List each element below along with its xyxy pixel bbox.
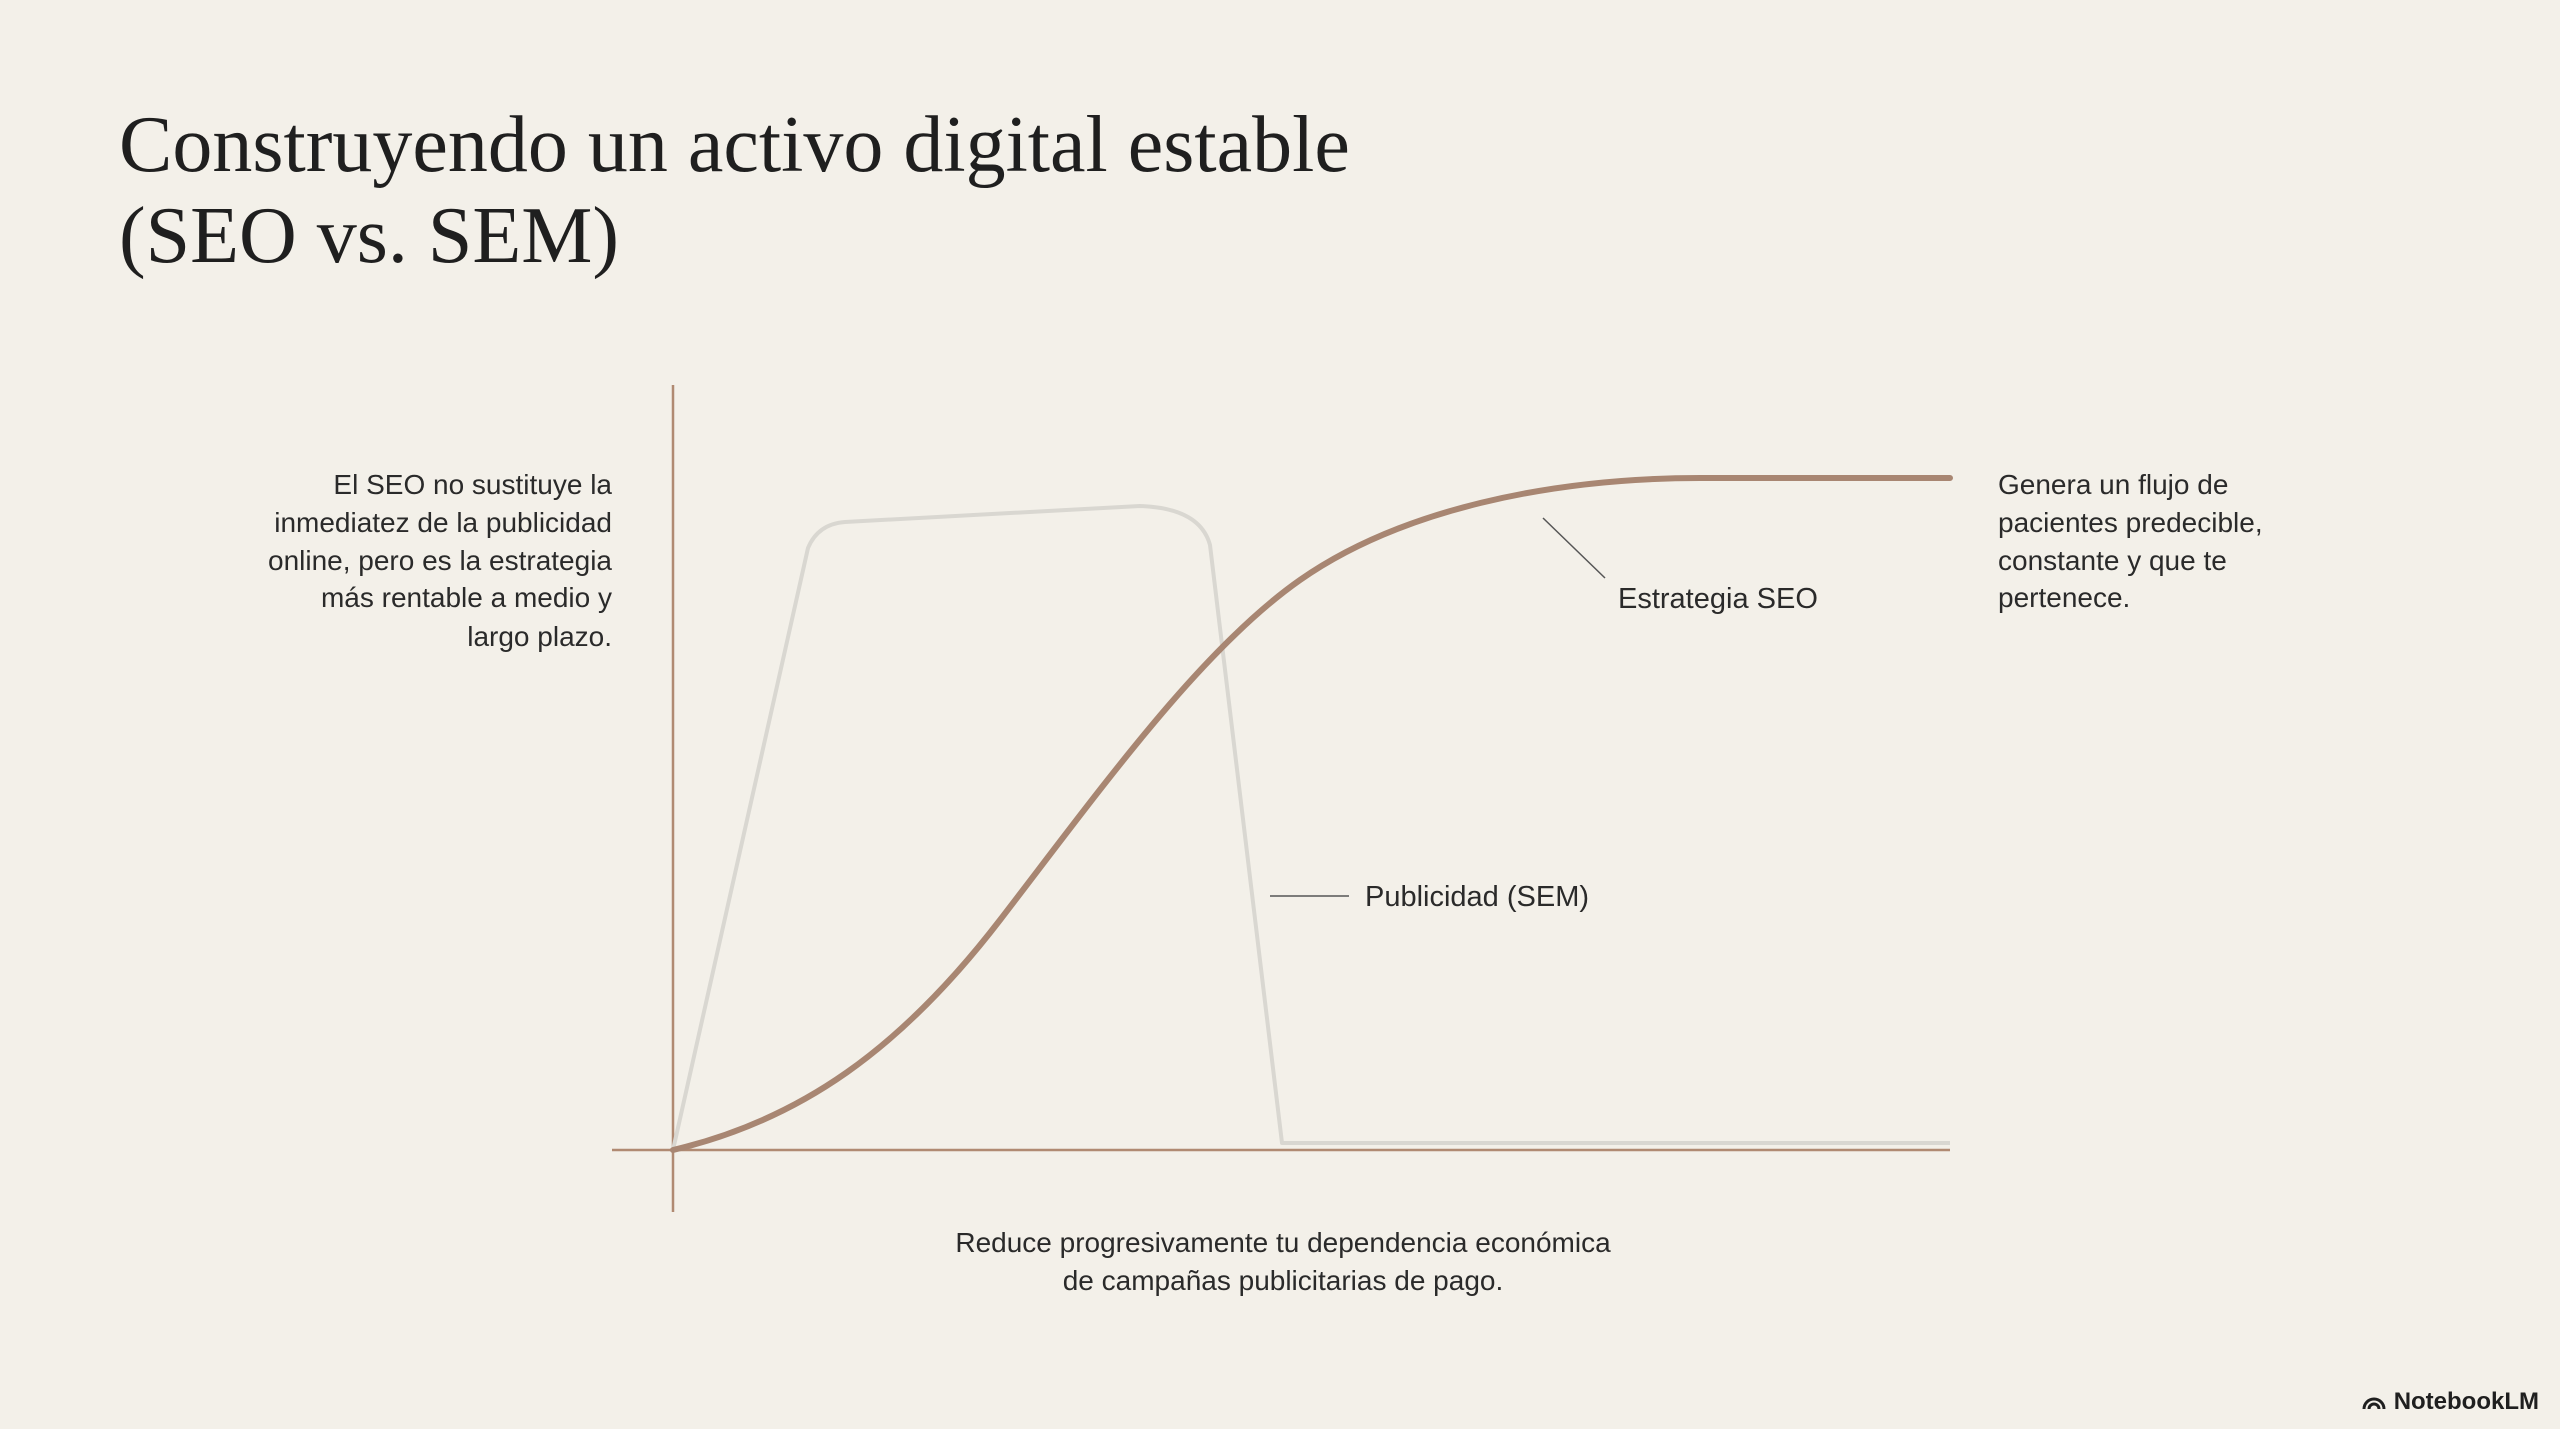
title-line: (SEO vs. SEM) — [119, 192, 619, 280]
brand-name: NotebookLM — [2394, 1388, 2539, 1415]
leader-line — [1542, 517, 1606, 579]
sem-curve — [671, 504, 1950, 1151]
brand-icon — [2362, 1397, 2386, 1410]
left-note: El SEO no sustituye la inmediatez de la … — [268, 469, 612, 652]
note-line: más rentable a medio y — [321, 582, 612, 613]
note-line: Genera un flujo de — [1998, 469, 2228, 500]
title-line: Construyendo un activo digital estable — [119, 101, 1350, 189]
bottom-note: Reduce progresivamente tu dependencia ec… — [955, 1227, 1611, 1296]
note-line: Reduce progresivamente tu dependencia ec… — [955, 1227, 1611, 1258]
note-line: inmediatez de la publicidad — [274, 507, 612, 538]
note-line: largo plazo. — [467, 621, 612, 652]
note-line: pertenece. — [1998, 582, 2130, 613]
note-line: El SEO no sustituye la — [333, 469, 612, 500]
note-line: pacientes predecible, — [1998, 507, 2263, 538]
seo-label: Estrategia SEO — [1618, 583, 1818, 615]
seo-curve — [670, 475, 1953, 1153]
right-note: Genera un flujo de pacientes predecible,… — [1998, 469, 2263, 613]
sem-label: Publicidad (SEM) — [1365, 881, 1589, 913]
brand: NotebookLM — [2362, 1388, 2539, 1415]
note-line: online, pero es la estrategia — [268, 545, 612, 576]
note-line: de campañas publicitarias de pago. — [1063, 1265, 1504, 1296]
note-line: constante y que te — [1998, 545, 2227, 576]
